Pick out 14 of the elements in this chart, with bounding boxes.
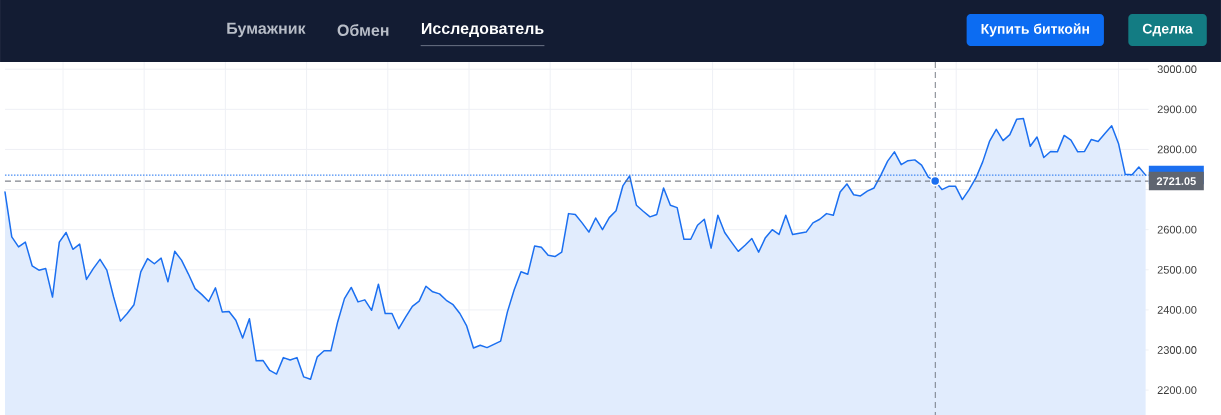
text: Обмен [337,24,389,36]
y-tick-label: 2800.00 [1157,145,1197,154]
y-tick-label: 2600.00 [1157,225,1197,234]
y-tick-label: 2400.00 [1157,306,1197,314]
text: Бумажник [227,22,306,38]
ref-line-label: 2721.05 [1156,177,1196,186]
y-tick-label: 2300.00 [1157,346,1197,354]
text: Исследователь [421,22,544,38]
y-tick-label: 2200.00 [1157,386,1197,395]
y-tick-label: 3000.00 [1157,65,1197,74]
y-tick-label: 2500.00 [1157,265,1197,274]
text: Купить биткойн [981,23,1089,37]
text: Сделка [1142,23,1193,37]
y-tick-label: 2900.00 [1157,105,1197,114]
